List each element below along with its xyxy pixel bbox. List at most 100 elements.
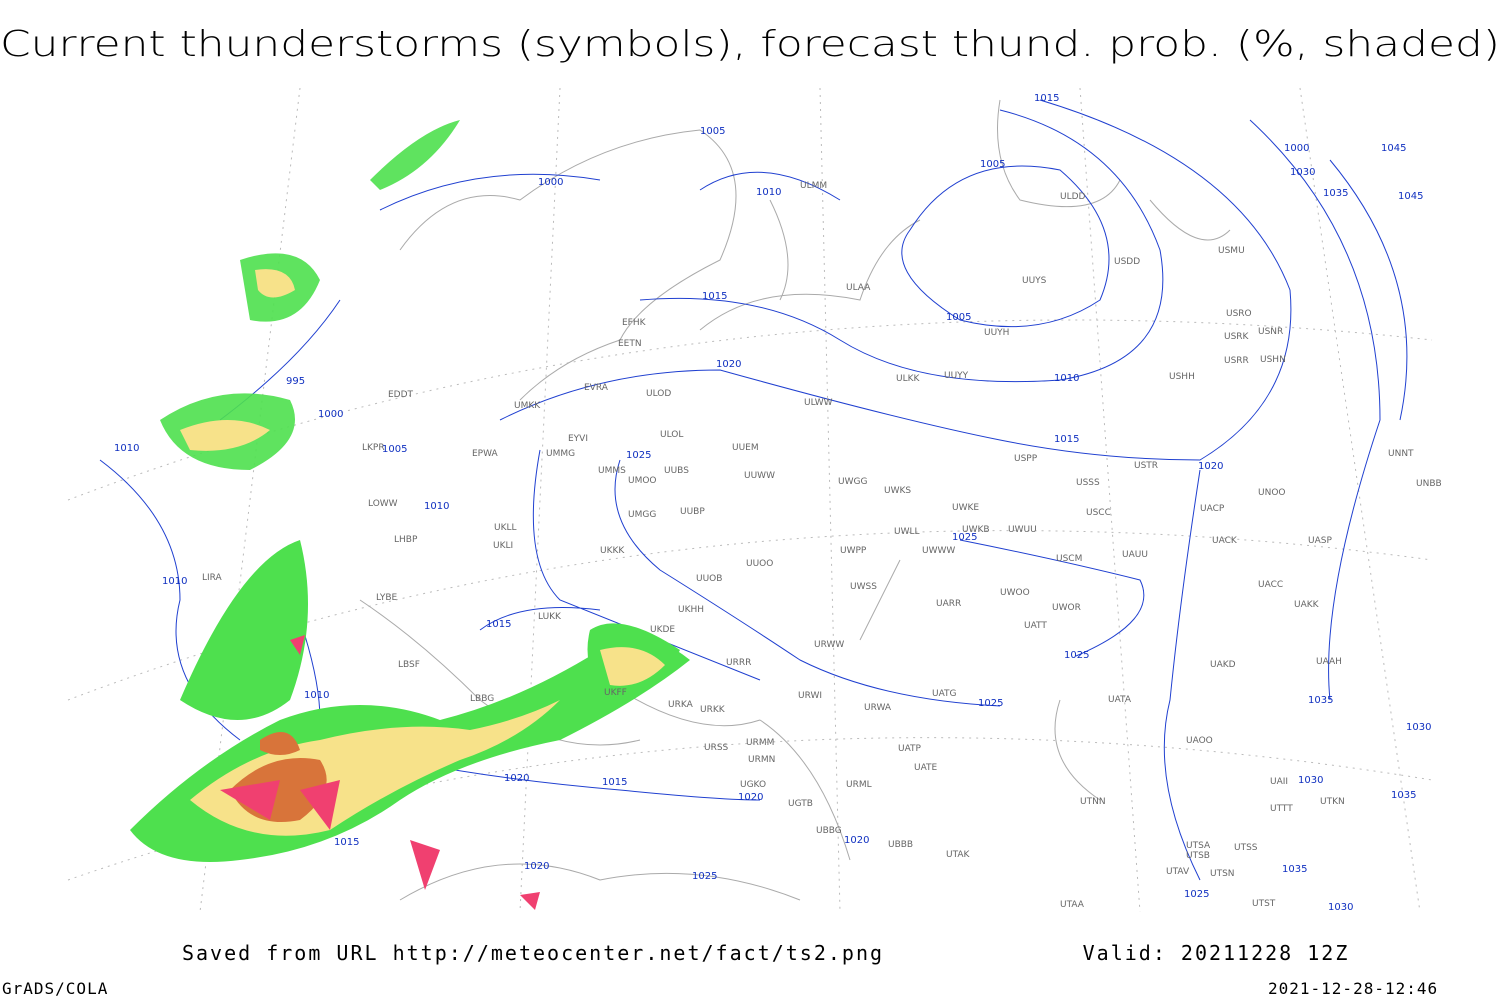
isobar-label: 1015 [702, 291, 727, 302]
station-label: ULKK [896, 374, 921, 384]
isobar-label: 1010 [114, 443, 139, 454]
station-label: EPWA [472, 449, 499, 459]
station-label: UTAK [946, 850, 971, 860]
isobar-label: 1020 [524, 861, 549, 872]
station-label: USDD [1114, 257, 1140, 267]
station-label: UGKO [740, 780, 766, 790]
station-label: UATG [932, 689, 957, 699]
station-label: UTSN [1210, 869, 1235, 879]
station-label: LYBE [376, 593, 397, 603]
isobar-label: 1015 [602, 777, 627, 788]
isobar-label: 1035 [1391, 790, 1416, 801]
station-label: LOWW [368, 499, 398, 509]
station-label: USCC [1086, 508, 1111, 518]
station-label: UATA [1108, 695, 1132, 705]
station-label: URWA [864, 703, 892, 713]
isobar-label: 1020 [1198, 461, 1223, 472]
station-label: UWLL [894, 527, 920, 537]
station-label: EFHK [622, 318, 647, 328]
station-label: UWPP [840, 546, 867, 556]
station-label: USNR [1258, 327, 1283, 337]
station-label: UASP [1308, 536, 1332, 546]
station-label: UUBS [664, 466, 689, 476]
station-label: ULOD [646, 389, 671, 399]
station-label: UUBP [680, 507, 705, 517]
station-label: UKLL [494, 523, 517, 533]
station-label: UGTB [788, 799, 813, 809]
station-label: UUOB [696, 574, 722, 584]
isobar-label: 1035 [1323, 188, 1348, 199]
timestamp: 2021-12-28-12:46 [1268, 979, 1438, 998]
station-label: UWUU [1008, 525, 1037, 535]
station-label: UARR [936, 599, 961, 609]
station-label: UKHH [678, 605, 704, 615]
station-label: URMM [746, 738, 774, 748]
isobar-label: 1015 [486, 619, 511, 630]
station-label: USHH [1169, 372, 1195, 382]
isobar-label: 1030 [1298, 775, 1323, 786]
isobar-label: 1000 [538, 177, 563, 188]
map-frame [67, 87, 1433, 913]
station-label: UNBB [1416, 479, 1442, 489]
station-label: UACK [1212, 536, 1238, 546]
station-label: UTST [1252, 899, 1276, 909]
station-label: UMGG [628, 510, 656, 520]
station-label: EVRA [584, 383, 609, 393]
isobar-label: 1020 [844, 835, 869, 846]
isobar-label: 1020 [716, 359, 741, 370]
station-label: LKPR [362, 443, 385, 453]
station-label: LBBG [470, 694, 494, 704]
station-label: UTNN [1080, 797, 1106, 807]
station-label: ULOL [660, 430, 683, 440]
station-label: LUKK [538, 612, 562, 622]
station-label: UAKD [1210, 660, 1236, 670]
station-label: UTAA [1060, 900, 1085, 910]
station-label: UTAV [1166, 867, 1190, 877]
station-label: UWWW [922, 546, 955, 556]
station-label: UAUU [1122, 550, 1148, 560]
station-label: URML [846, 780, 872, 790]
station-label: UUEM [732, 443, 759, 453]
station-label: EETN [618, 339, 642, 349]
station-label: UATE [914, 763, 938, 773]
station-label: URKK [700, 705, 726, 715]
isobar-label: 1025 [952, 532, 977, 543]
station-label: UWGG [838, 477, 867, 487]
station-label: UATT [1024, 621, 1047, 631]
isobar-label: 1010 [756, 187, 781, 198]
station-label: UMMG [546, 449, 575, 459]
map-title: Current thunderstorms (symbols), forecas… [0, 24, 1500, 65]
station-label: UAAH [1316, 657, 1342, 667]
station-label: ULAA [846, 283, 871, 293]
station-label: UWOO [1000, 588, 1030, 598]
station-label: ULMM [800, 181, 827, 191]
isobar-label: 1030 [1290, 167, 1315, 178]
isobar-label: 1035 [1308, 695, 1333, 706]
isobar-label: 1010 [304, 690, 329, 701]
isobar-label: 1025 [626, 450, 651, 461]
station-label: UAKK [1294, 600, 1320, 610]
station-label: UTKN [1320, 797, 1345, 807]
isobar-label: 995 [286, 376, 305, 387]
isobar-label: 1030 [1328, 902, 1353, 913]
station-label: EYVI [568, 434, 588, 444]
isobar-label: 1025 [692, 871, 717, 882]
isobar-label: 1010 [1054, 373, 1079, 384]
station-label: URMN [748, 755, 775, 765]
station-label: UKDE [650, 625, 675, 635]
station-label: URWW [814, 640, 844, 650]
isobar-label: 1005 [382, 444, 407, 455]
isobar-label: 1020 [504, 773, 529, 784]
station-label: USRO [1226, 309, 1252, 319]
isobar-label: 1000 [1284, 143, 1309, 154]
station-label: LIRA [202, 573, 223, 583]
source-url: Saved from URL http://meteocenter.net/fa… [182, 941, 884, 965]
station-label: UAII [1270, 777, 1288, 787]
station-label: USSS [1076, 478, 1100, 488]
station-label: UTSB [1186, 851, 1210, 861]
station-label: UUYS [1022, 276, 1047, 286]
valid-time: Valid: 20211228 12Z [1083, 941, 1350, 965]
station-label: LHBP [394, 535, 418, 545]
software-credit: GrADS/COLA [2, 979, 108, 998]
